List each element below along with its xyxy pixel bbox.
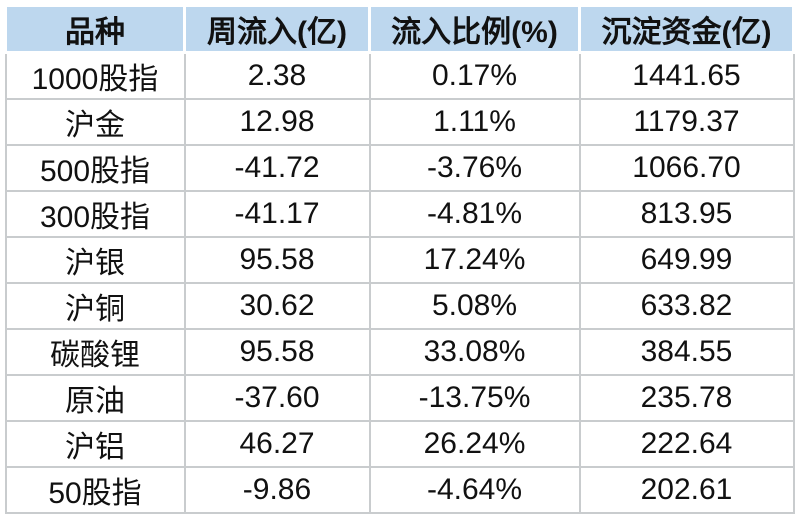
cell-weekly-inflow: 95.58 <box>183 328 371 376</box>
cell-variety: 1000股指 <box>4 51 186 100</box>
cell-settled-funds: 222.64 <box>578 420 795 468</box>
cell-weekly-inflow: -9.86 <box>183 466 371 514</box>
table-row: 沪铝 46.27 26.24% 222.64 <box>4 420 795 468</box>
cell-variety: 300股指 <box>4 190 186 238</box>
cell-variety: 50股指 <box>4 466 186 514</box>
cell-inflow-ratio: -4.64% <box>368 466 581 514</box>
cell-variety: 沪铝 <box>4 420 186 468</box>
cell-variety: 原油 <box>4 374 186 422</box>
cell-inflow-ratio: -13.75% <box>368 374 581 422</box>
cell-settled-funds: 1179.37 <box>578 98 795 146</box>
cell-inflow-ratio: -4.81% <box>368 190 581 238</box>
header-variety: 品种 <box>4 4 186 54</box>
cell-inflow-ratio: 26.24% <box>368 420 581 468</box>
cell-settled-funds: 633.82 <box>578 282 795 330</box>
cell-weekly-inflow: 46.27 <box>183 420 371 468</box>
cell-inflow-ratio: 1.11% <box>368 98 581 146</box>
cell-weekly-inflow: 2.38 <box>183 51 371 100</box>
cell-variety: 500股指 <box>4 144 186 192</box>
cell-variety: 沪银 <box>4 236 186 284</box>
header-row: 品种 周流入(亿) 流入比例(%) 沉淀资金(亿) <box>4 4 795 54</box>
table-row: 原油 -37.60 -13.75% 235.78 <box>4 374 795 422</box>
cell-settled-funds: 235.78 <box>578 374 795 422</box>
cell-inflow-ratio: 33.08% <box>368 328 581 376</box>
futures-fund-flow-table: 品种 周流入(亿) 流入比例(%) 沉淀资金(亿) 1000股指 2.38 0.… <box>4 4 795 514</box>
header-weekly-inflow: 周流入(亿) <box>183 4 371 54</box>
cell-variety: 碳酸锂 <box>4 328 186 376</box>
table-row: 沪铜 30.62 5.08% 633.82 <box>4 282 795 330</box>
cell-settled-funds: 384.55 <box>578 328 795 376</box>
table-row: 300股指 -41.17 -4.81% 813.95 <box>4 190 795 238</box>
cell-variety: 沪铜 <box>4 282 186 330</box>
table-row: 1000股指 2.38 0.17% 1441.65 <box>4 51 795 100</box>
cell-inflow-ratio: 17.24% <box>368 236 581 284</box>
cell-weekly-inflow: 30.62 <box>183 282 371 330</box>
table-row: 沪银 95.58 17.24% 649.99 <box>4 236 795 284</box>
table-row: 500股指 -41.72 -3.76% 1066.70 <box>4 144 795 192</box>
cell-variety: 沪金 <box>4 98 186 146</box>
cell-settled-funds: 202.61 <box>578 466 795 514</box>
cell-weekly-inflow: 95.58 <box>183 236 371 284</box>
cell-settled-funds: 649.99 <box>578 236 795 284</box>
table-row: 50股指 -9.86 -4.64% 202.61 <box>4 466 795 514</box>
cell-settled-funds: 1066.70 <box>578 144 795 192</box>
cell-settled-funds: 1441.65 <box>578 51 795 100</box>
header-settled-funds: 沉淀资金(亿) <box>578 4 795 54</box>
cell-inflow-ratio: -3.76% <box>368 144 581 192</box>
table-row: 沪金 12.98 1.11% 1179.37 <box>4 98 795 146</box>
cell-weekly-inflow: 12.98 <box>183 98 371 146</box>
header-inflow-ratio: 流入比例(%) <box>368 4 581 54</box>
cell-weekly-inflow: -41.72 <box>183 144 371 192</box>
cell-inflow-ratio: 5.08% <box>368 282 581 330</box>
cell-weekly-inflow: -37.60 <box>183 374 371 422</box>
cell-inflow-ratio: 0.17% <box>368 51 581 100</box>
cell-weekly-inflow: -41.17 <box>183 190 371 238</box>
table-row: 碳酸锂 95.58 33.08% 384.55 <box>4 328 795 376</box>
cell-settled-funds: 813.95 <box>578 190 795 238</box>
